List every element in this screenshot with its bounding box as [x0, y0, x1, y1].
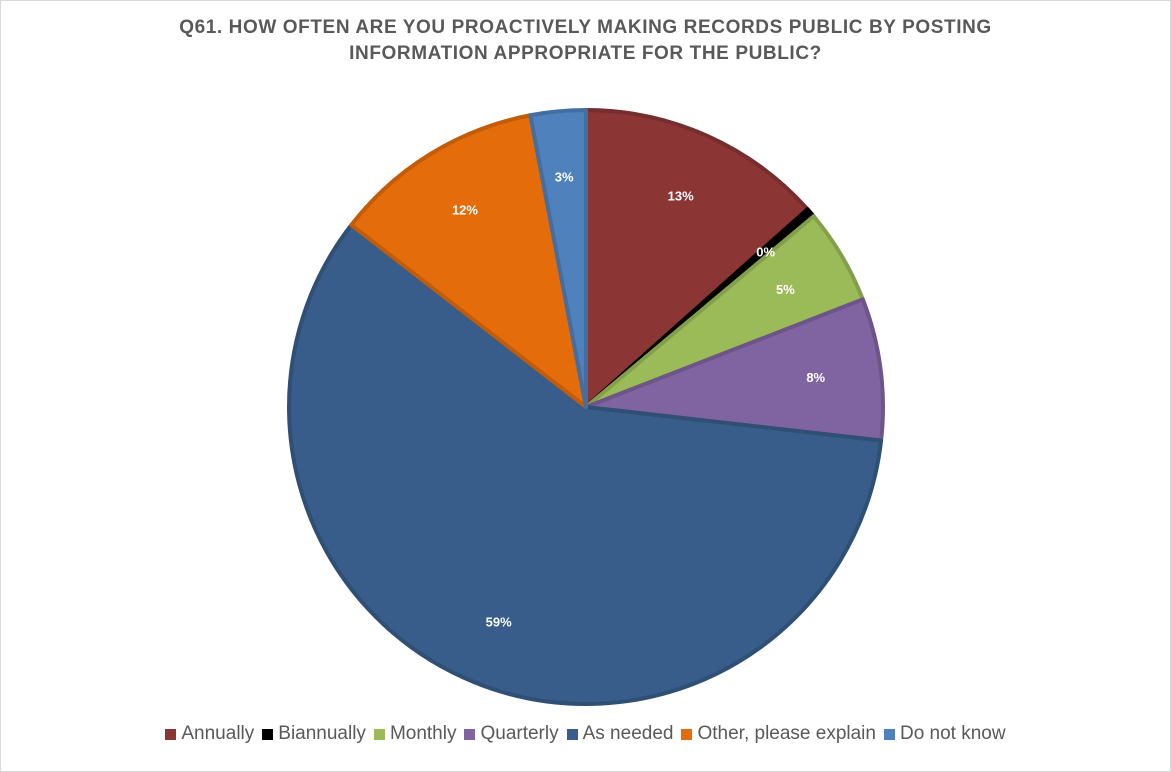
- data-label-monthly: 5%: [776, 282, 795, 297]
- legend-label: Annually: [181, 723, 255, 744]
- chart-legend: Annually Biannually Monthly Quarterly As nee…: [1, 723, 1170, 745]
- legend-item-monthly: Monthly: [373, 723, 457, 745]
- legend-label: Other, please explain: [697, 723, 876, 744]
- pie-data-labels: 13% 0% 5% 8% 59% 12% 3%: [452, 169, 826, 629]
- legend-item-as-needed: As needed: [566, 723, 674, 745]
- chart-title: Q61. HOW OFTEN ARE YOU PROACTIVELY MAKIN…: [1, 15, 1170, 67]
- pie-slice-do-not-know: [528, 108, 588, 409]
- legend-label: Do not know: [899, 723, 1006, 744]
- pie-slice-as-needed: [287, 222, 884, 706]
- chart-title-line-1: Q61. HOW OFTEN ARE YOU PROACTIVELY MAKIN…: [179, 17, 992, 38]
- data-label-annually: 13%: [668, 189, 694, 204]
- legend-label: Monthly: [389, 723, 457, 744]
- data-label-other-please-explain: 12%: [452, 202, 478, 217]
- legend-item-quarterly: Quarterly: [464, 723, 559, 745]
- chart-title-line-2: INFORMATION APPROPRIATE FOR THE PUBLIC?: [349, 43, 822, 64]
- legend-swatch: [262, 728, 274, 740]
- legend-label: Quarterly: [480, 723, 559, 744]
- data-label-quarterly: 8%: [806, 370, 825, 385]
- legend-swatch: [681, 728, 693, 740]
- legend-swatch: [373, 728, 385, 740]
- legend-item-do-not-know: Do not know: [883, 723, 1006, 745]
- data-label-do-not-know: 3%: [555, 169, 574, 184]
- pie-slice-annually: [584, 108, 810, 409]
- legend-swatch: [883, 728, 895, 740]
- legend-swatch: [566, 728, 578, 740]
- legend-item-biannually: Biannually: [262, 723, 366, 745]
- legend-swatch: [464, 728, 476, 740]
- pie-slice-other-please-explain: [349, 113, 588, 409]
- data-label-as-needed: 59%: [486, 615, 512, 630]
- legend-item-annually: Annually: [165, 723, 254, 745]
- legend-label: As needed: [582, 723, 674, 744]
- data-label-biannually: 0%: [756, 245, 775, 260]
- legend-swatch: [165, 728, 177, 740]
- legend-item-other-please-explain: Other, please explain: [681, 723, 876, 745]
- pie-slices: [287, 108, 885, 706]
- legend-label: Biannually: [278, 723, 366, 744]
- pie-slice-quarterly: [584, 297, 885, 443]
